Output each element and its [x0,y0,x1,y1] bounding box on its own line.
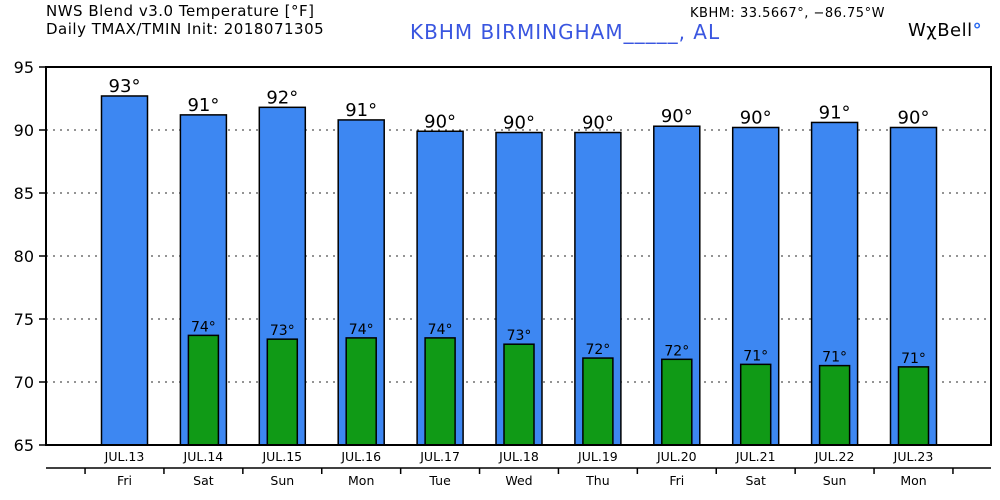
y-tick-label: 75 [14,310,34,329]
data-label-tmin: 72° [664,343,689,359]
x-tick-label-weekday: Fri [669,473,684,488]
y-tick-label: 65 [14,436,34,455]
brand-dot-icon: ° [972,20,983,41]
x-tick-label-date: JUL.17 [419,449,460,464]
x-tick-label-date: JUL.14 [183,449,224,464]
y-tick-label: 70 [14,373,34,392]
bar-tmin [266,338,299,446]
data-label-tmax: 90° [424,111,456,132]
x-tick-label-date: JUL.20 [656,449,697,464]
data-label-tmax: 91° [345,100,377,121]
bars [100,95,938,446]
chart-title-line1: NWS Blend v3.0 Temperature [°F] [46,2,315,20]
x-tick-label-date: JUL.15 [261,449,302,464]
x-tick-label-weekday: Sat [193,473,214,488]
x-tick-label-date: JUL.13 [104,449,145,464]
station-coordinates: KBHM: 33.5667°, −86.75°W [690,6,885,21]
x-tick-label-weekday: Fri [117,473,132,488]
data-label-tmax: 90° [503,113,535,134]
x-tick-label-weekday: Mon [348,473,374,488]
data-label-tmin: 73° [507,328,532,344]
x-tick-label-weekday: Sun [823,473,847,488]
bar-tmax [100,95,149,446]
x-tick-label-weekday: Sun [270,473,294,488]
brand-name: WχBell [908,20,973,41]
brand-logo: WχBell° [908,20,982,42]
chart-title-line2: Daily TMAX/TMIN Init: 2018071305 [46,20,325,38]
data-label-tmax: 91° [819,102,851,123]
data-label-tmin: 74° [349,322,374,338]
data-label-tmin: 71° [901,351,926,367]
data-label-tmax: 90° [582,113,614,134]
x-tick-label-date: JUL.21 [735,449,776,464]
bar-tmin [739,363,772,446]
y-tick-label: 80 [14,247,34,266]
x-axis: JUL.13 Fri JUL.14 Sat JUL.15 Sun JUL.16 Mon JUL.… [46,449,991,488]
station-label: KBHM BIRMINGHAM_____, AL [410,20,721,44]
x-tick-label-date: JUL.18 [498,449,539,464]
x-tick-label-weekday: Tue [428,473,451,488]
bar-tmin [582,357,614,446]
data-labels: 93° 91° 74° 92° 73° 91° 74° 90° 74° 90° 73° 90° 72° 9… [109,76,930,367]
data-label-tmax: 91° [187,95,219,116]
y-tick-label: 90 [14,121,34,140]
data-label-tmin: 74° [191,319,216,335]
x-tick-label-weekday: Thu [585,473,609,488]
y-tick-label: 85 [14,184,34,203]
bar-tmin [187,334,220,446]
data-label-tmin: 71° [743,348,768,364]
data-label-tmax: 90° [740,107,772,128]
y-axis: 65 70 75 80 85 90 95 [14,58,46,455]
bar-tmin [818,364,851,446]
x-tick-label-weekday: Mon [900,473,926,488]
bar-tmin [503,343,535,446]
bar-tmin [897,366,930,446]
data-label-tmin: 71° [822,350,847,366]
y-tick-label: 95 [14,58,34,77]
x-tick-label-weekday: Wed [505,473,532,488]
bar-tmin [424,337,456,446]
data-label-tmin: 73° [270,323,295,339]
data-label-tmin: 72° [585,342,610,358]
x-tick-label-weekday: Sat [745,473,766,488]
x-tick-label-date: JUL.23 [893,449,934,464]
bar-tmin [661,358,693,446]
bar-tmin [345,337,377,446]
data-label-tmax: 90° [898,107,930,128]
data-label-tmax: 92° [266,87,298,108]
data-label-tmin: 74° [428,322,453,338]
x-tick-label-date: JUL.16 [340,449,381,464]
data-label-tmax: 90° [661,106,693,127]
data-label-tmax: 93° [109,76,141,97]
x-tick-label-date: JUL.19 [577,449,618,464]
x-tick-label-date: JUL.22 [814,449,855,464]
